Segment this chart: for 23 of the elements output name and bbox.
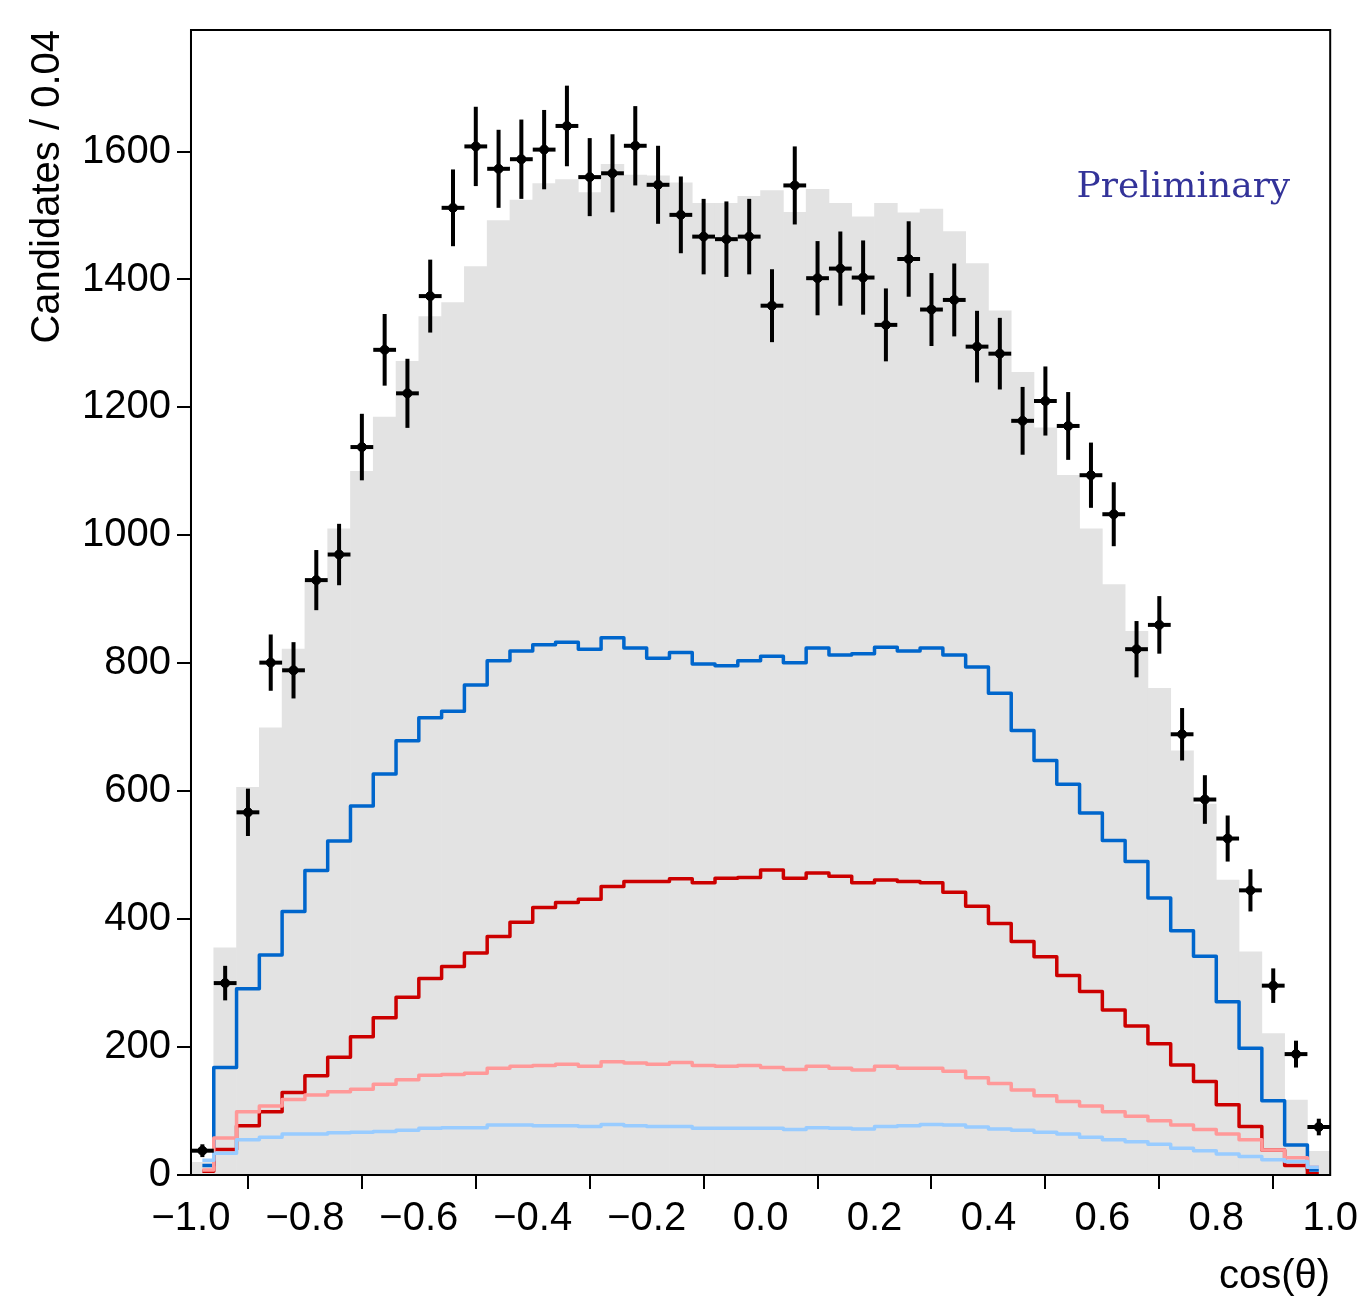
x-tick-label: 0.2 [846, 1194, 903, 1239]
x-tick-label: 0.0 [732, 1194, 789, 1239]
x-axis-title: cos(θ) [1219, 1252, 1331, 1297]
x-tick-label: −0.6 [379, 1194, 459, 1239]
y-tick-label: 1600 [82, 126, 171, 171]
y-tick-label: 200 [104, 1022, 171, 1067]
y-tick-label: 0 [148, 1150, 171, 1195]
y-tick-label: 600 [104, 766, 171, 811]
x-tick-label: −0.8 [265, 1194, 345, 1239]
x-tick-label: −0.2 [607, 1194, 687, 1239]
x-tick-label: −1.0 [151, 1194, 231, 1239]
x-tick-label: 0.6 [1074, 1194, 1131, 1239]
y-tick-label: 1000 [82, 510, 171, 555]
annotation: Preliminary [1076, 164, 1291, 206]
x-tick-label: 1.0 [1302, 1194, 1358, 1239]
y-axis-title: Candidates / 0.04 [23, 30, 68, 344]
y-tick-label: 1400 [82, 254, 171, 299]
x-tick-label: −0.4 [493, 1194, 573, 1239]
y-tick-label: 1200 [82, 382, 171, 427]
x-tick-label: 0.8 [1188, 1194, 1245, 1239]
y-tick-label: 400 [104, 894, 171, 939]
x-tick-label: 0.4 [960, 1194, 1017, 1239]
y-tick-label: 800 [104, 638, 171, 683]
